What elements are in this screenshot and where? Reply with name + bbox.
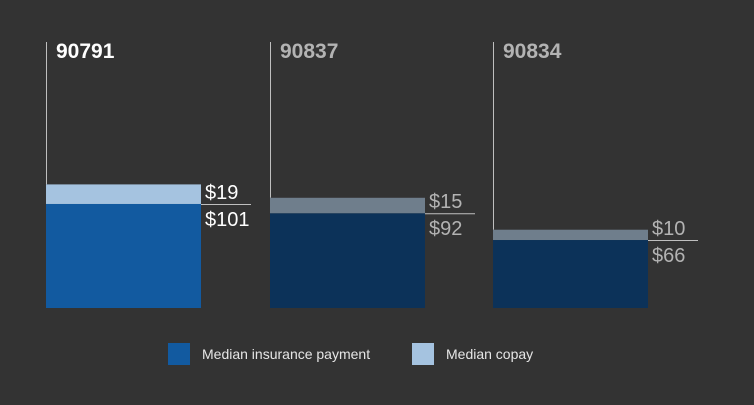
legend-item-insurance: Median insurance payment <box>168 343 370 365</box>
value-label-copay-90837: $15 <box>429 191 462 213</box>
bar-insurance-90837 <box>270 213 425 308</box>
bar-copay-90837 <box>270 197 425 214</box>
bar-insurance-90834 <box>493 240 648 308</box>
value-label-insurance-90834: $66 <box>652 245 685 267</box>
category-label-90837: 90837 <box>280 40 338 63</box>
category-label-90791: 90791 <box>56 40 115 63</box>
legend-item-copay: Median copay <box>412 343 533 365</box>
bar-insurance-90791 <box>46 203 201 308</box>
legend-label-copay: Median copay <box>446 346 534 362</box>
bar-copay-90791 <box>46 184 201 204</box>
category-label-90834: 90834 <box>503 40 562 63</box>
legend-label-insurance: Median insurance payment <box>202 346 371 362</box>
bar-copay-90834 <box>493 229 648 241</box>
value-label-copay-90791: $19 <box>205 182 238 204</box>
value-label-insurance-90791: $101 <box>205 209 250 231</box>
chart-legend: Median insurance payment Median copay <box>0 343 754 369</box>
legend-swatch-insurance <box>168 343 190 365</box>
value-label-insurance-90837: $92 <box>429 218 462 240</box>
legend-swatch-copay <box>412 343 434 365</box>
value-label-copay-90834: $10 <box>652 218 685 240</box>
